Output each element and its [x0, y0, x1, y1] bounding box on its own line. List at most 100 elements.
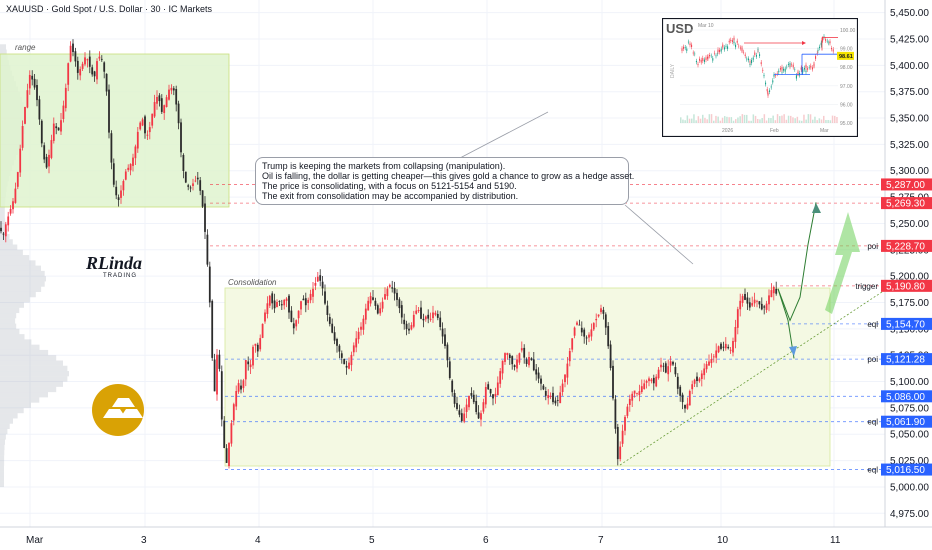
inset-candle-body — [681, 48, 683, 51]
volume-profile-bar — [0, 49, 7, 55]
price-tick-label: 5,075.00 — [890, 403, 929, 414]
inset-candle-body — [811, 67, 813, 70]
inset-candle-body — [733, 41, 735, 44]
candles — [0, 39, 778, 469]
inset-candle-body — [746, 58, 748, 60]
candle-body — [429, 318, 432, 320]
candle-body — [739, 300, 742, 310]
inset-candle-body — [792, 64, 794, 68]
inset-candle-body — [829, 41, 831, 44]
zones: range Consolidation — [0, 43, 831, 467]
inset-candle-body — [781, 72, 783, 73]
volume-profile-bar — [0, 450, 5, 456]
candle-body — [88, 56, 91, 67]
candle-body — [45, 156, 48, 168]
candle-body — [398, 299, 401, 309]
candle-body — [547, 395, 550, 399]
candle-body — [633, 390, 636, 394]
price-axis[interactable]: 5,450.00 5,425.00 5,400.00 5,375.00 5,350.00… — [884, 0, 932, 550]
candle-body — [592, 323, 595, 330]
candle-body — [372, 297, 374, 300]
inset-volume-bar — [768, 117, 770, 123]
candle-body — [26, 90, 29, 108]
candle-body — [276, 302, 278, 307]
candle-body — [115, 186, 118, 196]
inset-candle-body — [687, 41, 689, 43]
candle-body — [316, 276, 319, 282]
candle-body — [441, 328, 444, 337]
volume-profile-bar — [0, 360, 63, 366]
candle-body — [439, 317, 442, 327]
inset-volume-bar — [710, 114, 713, 123]
level-tag-side-label: poi — [867, 242, 878, 251]
candle-body — [470, 393, 473, 396]
candle-body — [343, 359, 346, 365]
candle-body — [386, 288, 389, 297]
candle-body — [612, 365, 614, 399]
inset-candle-body — [810, 65, 812, 68]
trend-line — [619, 289, 886, 466]
inset-volume-bar — [774, 120, 777, 123]
volume-profile-bar — [0, 376, 68, 382]
inset-candle-body — [791, 64, 793, 66]
candle-body — [64, 87, 67, 109]
level-tag-box — [881, 463, 932, 476]
price-tick-label: 5,200.00 — [890, 272, 929, 283]
inset-volume-bar — [785, 119, 788, 123]
candle-body — [12, 201, 14, 210]
inset-x-label: Mar — [820, 128, 829, 134]
time-tick-label: Mar — [26, 535, 44, 546]
candle-body — [453, 393, 456, 404]
candle-body — [84, 57, 86, 65]
inset-candle-body — [699, 58, 701, 61]
inset-candle-body — [715, 55, 717, 57]
candle-body — [530, 358, 533, 361]
inset-volume-bar — [770, 118, 772, 123]
candle-body — [31, 75, 34, 80]
inset-volume-bar — [715, 115, 717, 123]
inset-candle-body — [776, 73, 778, 74]
candle-body — [290, 310, 293, 322]
inset-candle-body — [787, 64, 789, 65]
inset-candle-body — [695, 61, 697, 63]
candle-body — [333, 332, 336, 341]
inset-candle-body — [805, 70, 807, 73]
volume-profile-bar — [0, 349, 49, 356]
candle-body — [684, 404, 686, 409]
candle-body — [52, 123, 55, 141]
inset-candle-body — [803, 67, 805, 70]
candle-body — [187, 185, 190, 187]
time-axis[interactable]: Mar 3 4 5 6 7 10 11 — [0, 526, 932, 546]
inset-volume-bar — [691, 118, 693, 123]
candle-body — [657, 369, 660, 379]
candle-body — [448, 361, 451, 378]
candle-body — [664, 363, 667, 373]
candle-body — [480, 413, 482, 420]
inset-candle-body — [817, 49, 819, 51]
candle-body — [93, 71, 96, 77]
level-tag-box — [881, 197, 932, 210]
volume-profile-bar — [0, 407, 24, 414]
inset-volume-bar — [787, 115, 790, 123]
volume-profile-bar — [0, 270, 45, 277]
candle-body — [463, 413, 466, 422]
candle-body — [540, 378, 542, 384]
inset-candle-body — [728, 40, 730, 43]
candle-body — [652, 377, 655, 384]
inset-volume-bar — [708, 114, 711, 123]
candle-body — [285, 298, 288, 301]
candle-body — [33, 78, 36, 88]
volume-profile-bar — [0, 239, 13, 245]
inset-volume-bar — [818, 118, 821, 123]
candle-body — [38, 99, 41, 120]
volume-profile-bar — [0, 344, 40, 350]
candle-body — [237, 383, 240, 392]
inset-candle-body — [733, 37, 735, 40]
inset-volume-bar — [688, 118, 691, 123]
inset-volume-bar — [748, 120, 750, 123]
candle-body — [676, 376, 679, 389]
inset-candle-body — [736, 40, 738, 43]
inset-candle-body — [743, 51, 745, 53]
inset-candle-body — [725, 45, 727, 47]
